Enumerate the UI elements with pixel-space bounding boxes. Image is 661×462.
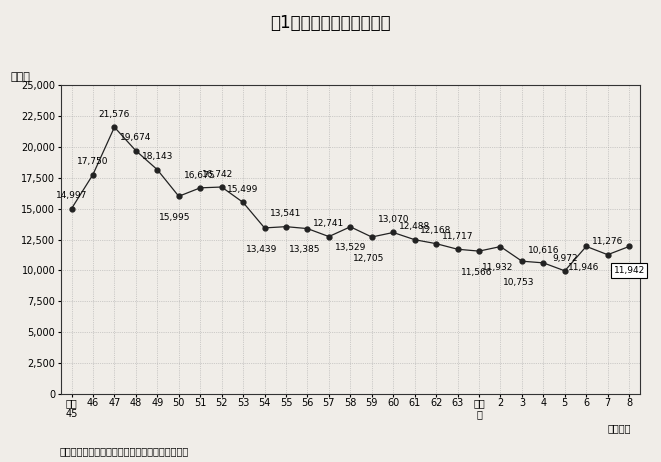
Text: 21,576: 21,576 (98, 110, 130, 119)
Text: 13,439: 13,439 (246, 244, 278, 254)
Text: 12,705: 12,705 (354, 254, 385, 263)
Text: 11,566: 11,566 (461, 268, 492, 277)
Text: 16,675: 16,675 (184, 170, 216, 180)
Text: 14,997: 14,997 (56, 191, 87, 201)
Text: 13,529: 13,529 (334, 243, 366, 252)
Text: 18,143: 18,143 (141, 152, 173, 161)
Text: 図1　悪臭苦情件数の推移: 図1 悪臭苦情件数の推移 (270, 14, 391, 32)
Text: 17,750: 17,750 (77, 157, 108, 166)
Text: 12,488: 12,488 (399, 222, 430, 231)
Text: 9,972: 9,972 (552, 254, 578, 262)
Text: 11,276: 11,276 (592, 237, 623, 246)
Text: 11,932: 11,932 (482, 263, 514, 272)
Text: 15,499: 15,499 (227, 185, 259, 194)
Text: 11,942: 11,942 (613, 266, 644, 275)
Text: 13,385: 13,385 (289, 245, 321, 254)
Text: 19,674: 19,674 (120, 134, 151, 142)
Text: 15,995: 15,995 (159, 213, 190, 222)
Text: 11,946: 11,946 (568, 263, 599, 272)
Text: 10,616: 10,616 (527, 245, 559, 255)
Text: （年度）: （年度） (607, 423, 631, 433)
Text: 13,541: 13,541 (270, 209, 301, 219)
Text: 16,742: 16,742 (202, 170, 233, 179)
Text: 12,168: 12,168 (420, 226, 452, 235)
Text: 12,741: 12,741 (313, 219, 344, 228)
Y-axis label: （件）: （件） (11, 72, 30, 82)
Text: 13,070: 13,070 (377, 215, 409, 224)
Text: 10,753: 10,753 (504, 278, 535, 287)
Text: （備考）４５～４９年度は公害等問題委員会調べ: （備考）４５～４９年度は公害等問題委員会調べ (59, 446, 189, 456)
Text: 11,717: 11,717 (442, 232, 473, 241)
